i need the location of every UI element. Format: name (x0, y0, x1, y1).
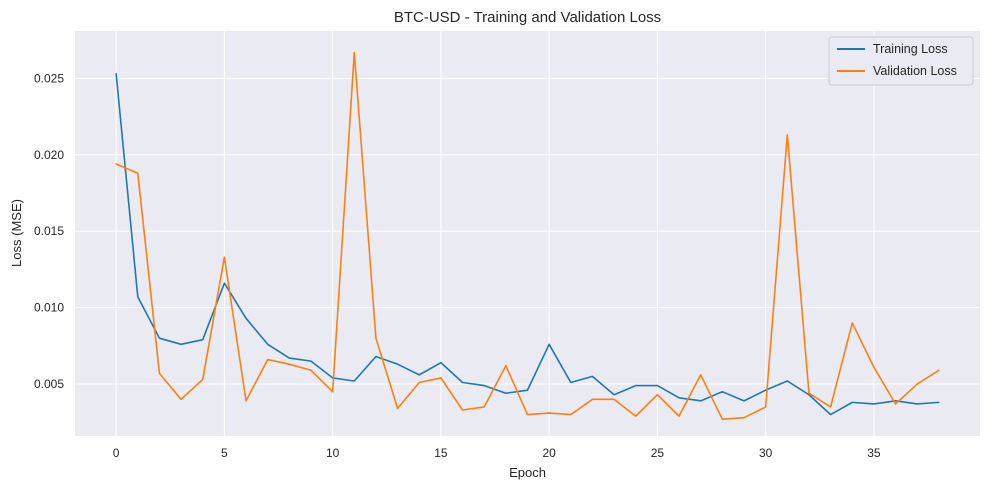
x-tick-label: 30 (759, 446, 773, 460)
y-tick-labels: 0.005 0.010 0.015 0.020 0.025 (34, 71, 64, 391)
series-layer (115, 51, 940, 420)
x-axis-label: Epoch (509, 465, 546, 480)
plot-background (75, 31, 980, 436)
y-tick-label: 0.020 (34, 148, 64, 162)
series-line-validation (115, 51, 940, 420)
x-tick-label: 35 (867, 446, 881, 460)
legend: Training Loss Validation Loss (828, 36, 974, 86)
y-tick-label: 0.005 (34, 377, 64, 391)
y-tick-label: 0.025 (34, 71, 64, 85)
x-tick-label: 0 (113, 446, 120, 460)
chart-title: BTC-USD - Training and Validation Loss (394, 9, 661, 26)
x-tick-label: 15 (434, 446, 448, 460)
legend-label-validation: Validation Loss (873, 64, 957, 78)
x-tick-label: 10 (326, 446, 340, 460)
x-tick-labels: 0 5 10 15 20 25 30 35 (113, 446, 881, 460)
y-tick-label: 0.015 (34, 224, 64, 238)
legend-label-training: Training Loss (873, 42, 948, 56)
y-axis-label: Loss (MSE) (9, 199, 24, 267)
x-tick-label: 5 (221, 446, 228, 460)
series-line-training (115, 72, 940, 416)
x-tick-label: 25 (651, 446, 665, 460)
y-tick-label: 0.010 (34, 301, 64, 315)
x-tick-label: 20 (542, 446, 556, 460)
